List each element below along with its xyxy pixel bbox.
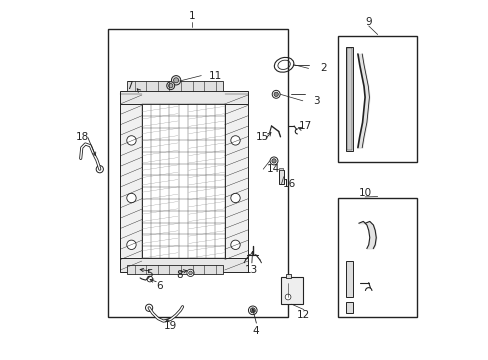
Text: 2: 2 [320, 63, 326, 73]
Circle shape [272, 90, 280, 98]
Circle shape [145, 304, 152, 311]
Circle shape [186, 269, 194, 276]
Text: 15: 15 [255, 132, 268, 142]
Text: 1: 1 [188, 11, 195, 21]
Circle shape [230, 136, 240, 145]
Circle shape [250, 308, 255, 313]
Circle shape [248, 306, 257, 315]
Circle shape [171, 76, 181, 85]
Bar [346, 261, 352, 297]
Bar [346, 48, 351, 150]
Text: 6: 6 [156, 281, 163, 291]
Text: 5: 5 [145, 269, 152, 279]
Bar [127, 81, 223, 91]
Text: 12: 12 [297, 310, 310, 320]
Text: 17: 17 [299, 121, 312, 131]
Circle shape [269, 157, 277, 165]
Circle shape [146, 276, 152, 282]
Circle shape [230, 240, 240, 249]
Text: 18: 18 [76, 132, 89, 142]
Circle shape [126, 240, 136, 249]
Circle shape [166, 82, 174, 90]
Text: 13: 13 [244, 265, 258, 275]
Bar [279, 168, 283, 170]
Text: 7: 7 [126, 81, 132, 91]
Bar [346, 302, 352, 313]
Text: 14: 14 [266, 164, 279, 174]
Text: 4: 4 [251, 326, 258, 336]
Bar [142, 104, 224, 258]
Bar [224, 94, 247, 270]
Text: 11: 11 [209, 71, 222, 81]
Text: 8: 8 [176, 270, 183, 280]
Bar [280, 277, 302, 304]
Circle shape [188, 271, 192, 275]
Bar [120, 91, 247, 104]
Circle shape [285, 294, 290, 300]
Bar [107, 29, 287, 317]
Bar [120, 258, 247, 272]
Text: 10: 10 [358, 188, 371, 198]
Text: 19: 19 [164, 321, 177, 331]
Bar [120, 94, 142, 270]
Bar [337, 198, 416, 317]
Circle shape [173, 78, 178, 83]
Circle shape [273, 92, 278, 96]
Circle shape [96, 166, 103, 173]
Text: 9: 9 [365, 17, 371, 27]
Circle shape [230, 193, 240, 203]
Circle shape [271, 159, 276, 163]
Text: 3: 3 [312, 96, 319, 106]
Circle shape [168, 84, 172, 88]
Bar [285, 274, 290, 278]
Bar [346, 47, 352, 151]
Text: 16: 16 [282, 179, 296, 189]
Circle shape [126, 193, 136, 203]
Bar [278, 170, 283, 184]
Bar [337, 36, 416, 162]
Bar [127, 265, 223, 274]
Circle shape [126, 136, 136, 145]
